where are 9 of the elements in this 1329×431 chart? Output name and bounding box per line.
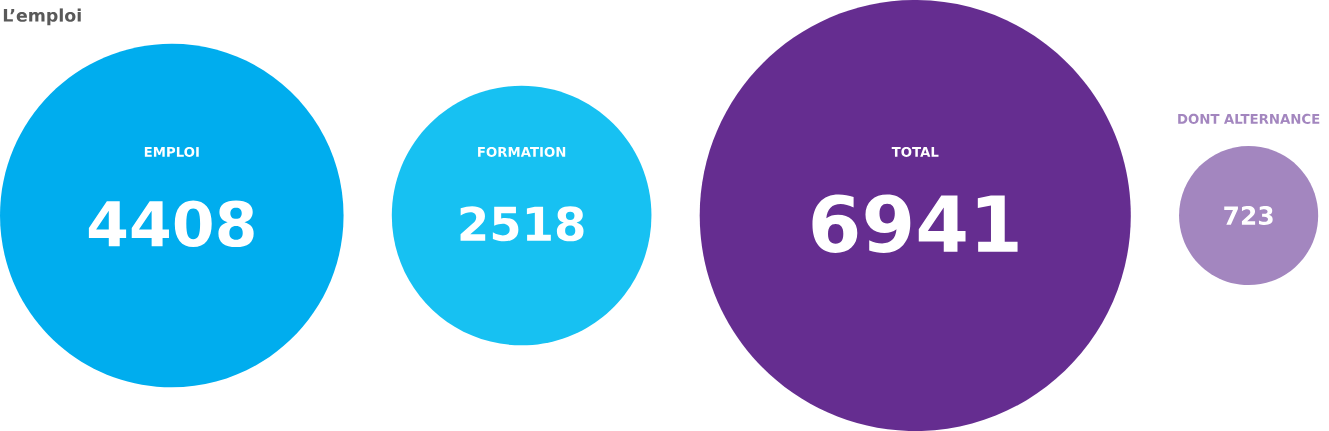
category-label: FORMATION [478,146,566,157]
category-label: DONT ALTERNANCE [1178,113,1320,124]
data-label: 6941 [812,194,1018,253]
data-label: 723 [1224,206,1273,225]
text: L’emploi [3,8,81,26]
category-label: TOTAL [891,146,939,157]
category-label: EMPLOI [144,146,199,157]
data-label: 4408 [88,200,254,247]
data-label: 2518 [460,206,584,242]
